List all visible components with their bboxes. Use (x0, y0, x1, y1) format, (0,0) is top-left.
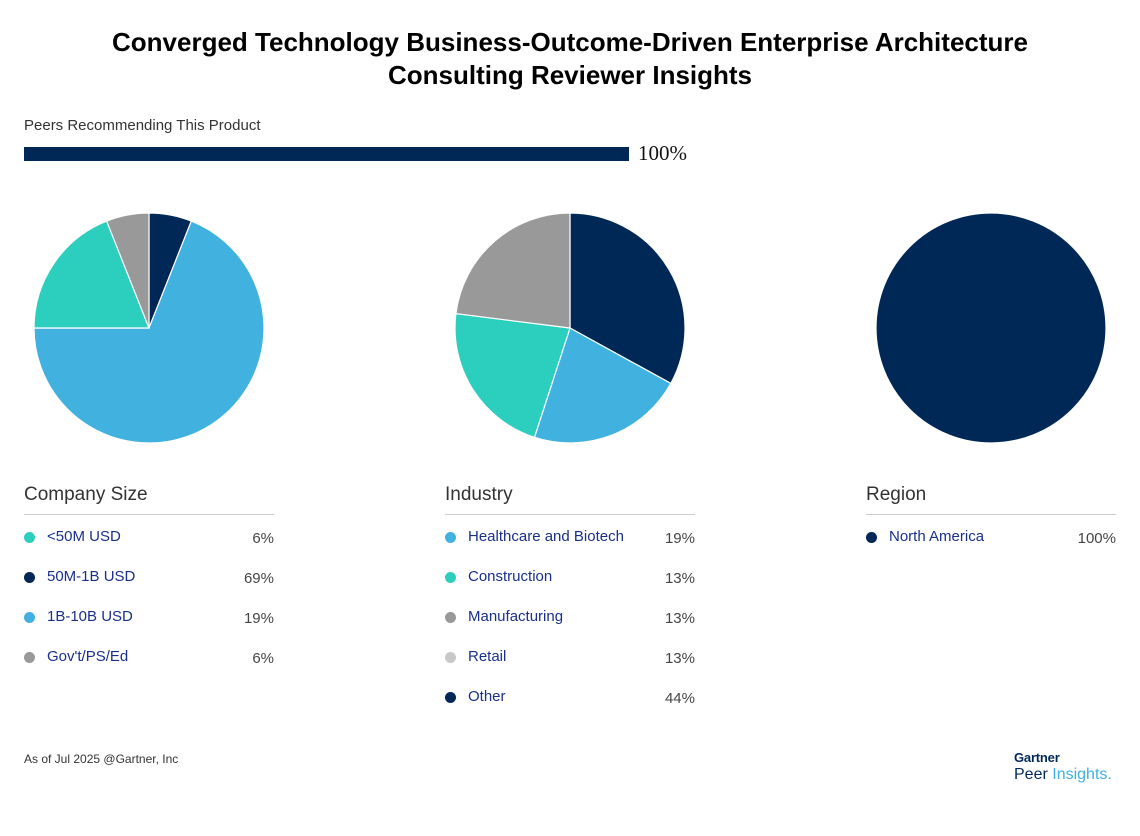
legend-value: 13% (664, 650, 695, 667)
pie-slice (569, 212, 686, 385)
pie-slice (105, 212, 150, 329)
legend-label[interactable]: Healthcare and Biotech (468, 528, 624, 545)
company-size-title: Company Size (24, 484, 274, 515)
brand-line-2: Peer Insights. (1014, 766, 1112, 784)
brand-line-1: Gartner (1014, 750, 1060, 765)
footer-note: As of Jul 2025 @Gartner, Inc (24, 752, 179, 766)
legend-value: 13% (664, 610, 695, 627)
legend-dot-icon (445, 652, 456, 663)
legend-value: 6% (252, 650, 274, 667)
company-size-pie (33, 212, 265, 444)
legend-item: Manufacturing 13% (445, 597, 695, 637)
industry-legend: Industry Healthcare and Biotech 19% Constr… (445, 484, 695, 717)
legend-label[interactable]: Gov't/PS/Ed (47, 648, 129, 665)
region-title: Region (866, 484, 1116, 515)
pie-slice (875, 212, 1107, 444)
legend-dot-icon (866, 532, 877, 543)
industry-list: Healthcare and Biotech 19% Construction 13%… (445, 515, 695, 717)
page-title: Converged Technology Business-Outcome-Dr… (0, 26, 1140, 92)
pie-slice (33, 220, 150, 329)
legend-value: 44% (664, 690, 695, 707)
legend-item: North America 100% (866, 517, 1116, 557)
legend-label[interactable]: <50M USD (47, 528, 121, 545)
legend-dot-icon (445, 692, 456, 703)
legend-label[interactable]: Construction (468, 568, 553, 585)
legend-dot-icon (24, 612, 35, 623)
legend-label[interactable]: North America (889, 528, 985, 545)
gartner-peer-insights-logo: Gartner Peer Insights. (1014, 750, 1112, 784)
recommend-label: Peers Recommending This Product (24, 117, 261, 134)
legend-label[interactable]: Other (468, 688, 506, 705)
legend-value: 13% (664, 570, 695, 587)
pie-slice (533, 327, 672, 444)
legend-dot-icon (445, 572, 456, 583)
legend-dot-icon (24, 532, 35, 543)
legend-item: Healthcare and Biotech 19% (445, 517, 695, 557)
legend-item: Gov't/PS/Ed 6% (24, 637, 274, 677)
title-line-2: Consulting Reviewer Insights (387, 60, 753, 90)
brand-insights: Insights (1052, 766, 1108, 783)
company-size-list: <50M USD 6% 50M-1B USD 69% 1B-10B USD 19% Gov'… (24, 515, 274, 677)
legend-item: 1B-10B USD 19% (24, 597, 274, 637)
legend-item: Other 44% (445, 677, 695, 717)
pie-slice (455, 212, 571, 329)
company-size-legend: Company Size <50M USD 6% 50M-1B USD 69% 1B-1… (24, 484, 274, 677)
legend-label[interactable]: Manufacturing (468, 608, 564, 625)
recommend-bar (24, 147, 629, 161)
title-line-1: Converged Technology Business-Outcome-Dr… (112, 27, 1028, 57)
legend-label[interactable]: 1B-10B USD (47, 608, 133, 625)
recommend-value: 100% (638, 141, 687, 165)
brand-peer: Peer (1014, 766, 1053, 783)
legend-value: 6% (252, 530, 274, 547)
legend-value: 69% (243, 570, 274, 587)
legend-dot-icon (24, 652, 35, 663)
region-pie (875, 212, 1107, 444)
legend-value: 100% (1077, 530, 1116, 547)
legend-dot-icon (445, 532, 456, 543)
legend-value: 19% (243, 610, 274, 627)
legend-item: <50M USD 6% (24, 517, 274, 557)
pie-slice (33, 220, 265, 444)
legend-value: 19% (664, 530, 695, 547)
legend-item: 50M-1B USD 69% (24, 557, 274, 597)
recommend-bar-fill (24, 147, 629, 161)
legend-item: Construction 13% (445, 557, 695, 597)
legend-dot-icon (24, 572, 35, 583)
legend-label[interactable]: Retail (468, 648, 507, 665)
region-list: North America 100% (866, 515, 1116, 557)
legend-dot-icon (445, 612, 456, 623)
brand-dot: . (1107, 766, 1112, 783)
region-legend: Region North America 100% (866, 484, 1116, 557)
legend-label[interactable]: 50M-1B USD (47, 568, 136, 585)
legend-item: Retail 13% (445, 637, 695, 677)
industry-title: Industry (445, 484, 695, 515)
industry-pie (454, 212, 686, 444)
pie-slice (454, 312, 571, 439)
